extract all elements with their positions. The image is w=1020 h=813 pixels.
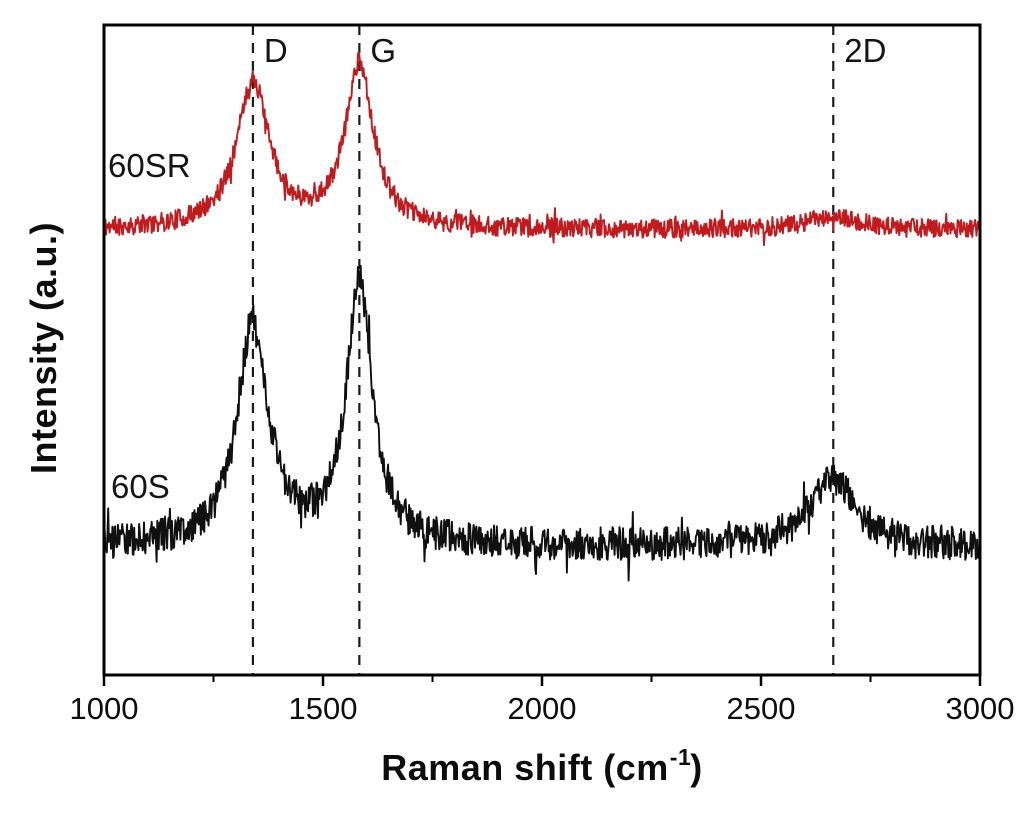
band-label-G: G (370, 32, 396, 69)
plot-frame (102, 23, 982, 677)
x-tick-label-3000: 3000 (946, 691, 1015, 726)
y-axis-title: Intensity (a.u.) (23, 221, 64, 475)
series-label-60SR: 60SR (108, 147, 191, 184)
spectrum-trace-60SR (103, 51, 981, 247)
x-tick-label-2500: 2500 (727, 691, 796, 726)
spectrum-trace-60S (103, 264, 981, 582)
x-axis-title: Raman shift (cm-1) (104, 744, 980, 789)
series-label-60S: 60S (111, 468, 170, 505)
x-tick-label-2000: 2000 (508, 691, 577, 726)
x-tick-label-1000: 1000 (70, 691, 139, 726)
x-tick-label-1500: 1500 (289, 691, 358, 726)
x-axis-title-main: Raman shift (cm (381, 747, 669, 788)
band-label-D: D (264, 32, 288, 69)
x-axis-title-close: ) (690, 747, 703, 788)
x-axis-title-superscript: -1 (669, 744, 692, 770)
band-label-2D: 2D (844, 32, 886, 69)
